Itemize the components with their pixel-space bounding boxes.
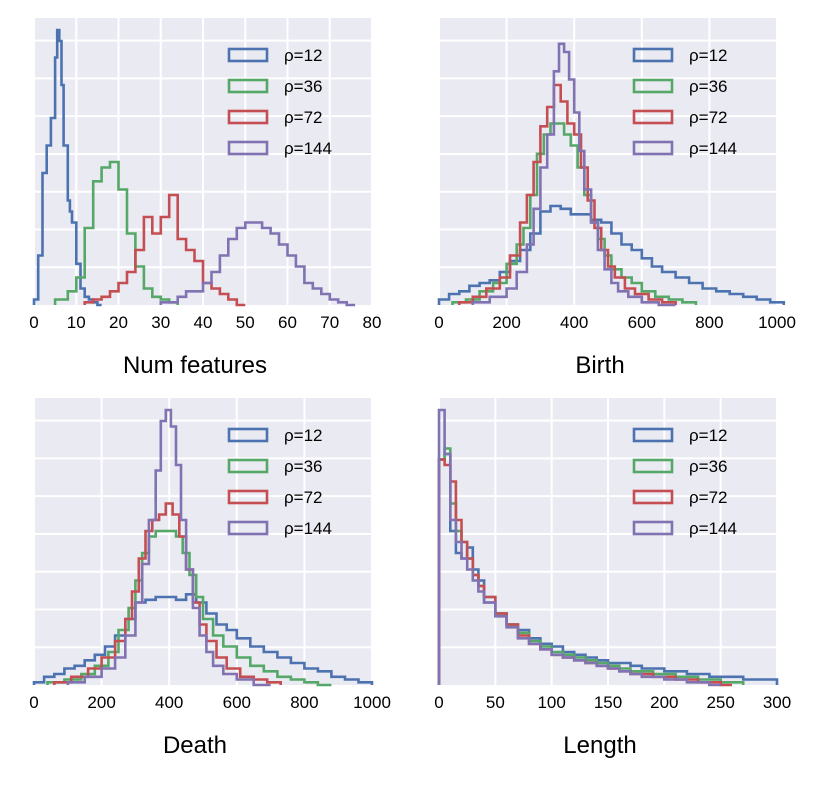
legend-label: ρ=36 bbox=[284, 457, 323, 476]
legend-swatch bbox=[227, 140, 269, 156]
panel-1: 0 10 20 30 40 50 60 70 80 Num features ρ=12 ρ=36 ρ=7… bbox=[29, 18, 381, 379]
legend-swatch bbox=[227, 78, 269, 94]
legend-label: ρ=12 bbox=[284, 426, 323, 445]
x-tick-label: 600 bbox=[223, 693, 251, 712]
x-tick-label: 100 bbox=[537, 693, 565, 712]
legend-swatch bbox=[632, 78, 674, 94]
x-tick-label: 70 bbox=[320, 313, 339, 332]
x-tick-label: 400 bbox=[560, 313, 588, 332]
x-axis-label: Length bbox=[563, 732, 636, 759]
x-tick-label: 0 bbox=[434, 313, 443, 332]
x-tick-label: 20 bbox=[109, 313, 128, 332]
legend-swatch bbox=[632, 47, 674, 63]
series-line-3 bbox=[53, 502, 282, 685]
legend-swatch bbox=[227, 109, 269, 125]
x-tick-label: 150 bbox=[594, 693, 622, 712]
legend: ρ=12 ρ=36 ρ=72 ρ=144 bbox=[632, 426, 737, 538]
x-axis-label: Death bbox=[163, 732, 227, 759]
series-line-1 bbox=[32, 28, 102, 307]
x-tick-label: 80 bbox=[363, 313, 382, 332]
series-line-4 bbox=[159, 221, 356, 307]
legend-label: ρ=12 bbox=[689, 46, 728, 65]
x-tick-label: 200 bbox=[87, 693, 115, 712]
legend-label: ρ=72 bbox=[689, 488, 728, 507]
x-tick-label: 800 bbox=[695, 313, 723, 332]
x-axis-label: Birth bbox=[575, 352, 624, 379]
legend-label: ρ=72 bbox=[689, 108, 728, 127]
series-line-2 bbox=[451, 122, 698, 305]
x-tick-label: 250 bbox=[706, 693, 734, 712]
legend-label: ρ=36 bbox=[689, 457, 728, 476]
x-tick-label: 800 bbox=[290, 693, 318, 712]
x-tick-label: 200 bbox=[650, 693, 678, 712]
legend-swatch bbox=[227, 427, 269, 443]
x-tick-label: 1000 bbox=[758, 313, 796, 332]
legend-swatch bbox=[227, 47, 269, 63]
series-line-4 bbox=[437, 408, 721, 687]
x-tick-label: 600 bbox=[628, 313, 656, 332]
legend-swatch bbox=[632, 140, 674, 156]
x-tick-label: 60 bbox=[278, 313, 297, 332]
legend-label: ρ=144 bbox=[284, 139, 332, 158]
panel-4: 0 50 100 150 200 250 300 Length ρ=12 ρ=36 ρ=72 ρ=14… bbox=[434, 398, 791, 759]
x-tick-label: 300 bbox=[763, 693, 791, 712]
legend-label: ρ=12 bbox=[689, 426, 728, 445]
legend-swatch bbox=[227, 458, 269, 474]
x-tick-label: 1000 bbox=[353, 693, 391, 712]
series-line-4 bbox=[66, 408, 271, 687]
legend: ρ=12 ρ=36 ρ=72 ρ=144 bbox=[227, 426, 332, 538]
x-tick-label: 0 bbox=[29, 693, 38, 712]
series-line-1 bbox=[32, 593, 374, 685]
legend: ρ=12 ρ=36 ρ=72 ρ=144 bbox=[227, 46, 332, 158]
legend-swatch bbox=[632, 520, 674, 536]
x-tick-label: 0 bbox=[29, 313, 38, 332]
x-tick-label: 400 bbox=[155, 693, 183, 712]
x-tick-label: 50 bbox=[486, 693, 505, 712]
series-line-2 bbox=[53, 160, 179, 305]
legend-label: ρ=72 bbox=[284, 108, 323, 127]
legend-swatch bbox=[227, 520, 269, 536]
legend-label: ρ=36 bbox=[689, 77, 728, 96]
legend-swatch bbox=[227, 489, 269, 505]
series-line-1 bbox=[437, 204, 786, 305]
legend-swatch bbox=[632, 427, 674, 443]
x-tick-label: 200 bbox=[492, 313, 520, 332]
plot-background bbox=[34, 398, 372, 685]
legend-label: ρ=144 bbox=[284, 519, 332, 538]
x-tick-label: 50 bbox=[236, 313, 255, 332]
legend-label: ρ=12 bbox=[284, 46, 323, 65]
series-line-3 bbox=[458, 83, 677, 305]
legend-label: ρ=144 bbox=[689, 139, 737, 158]
series-line-4 bbox=[471, 42, 676, 307]
legend-swatch bbox=[632, 109, 674, 125]
panel-2: 0 200 400 600 800 1000 Birth ρ=12 ρ=36 ρ=72 ρ=144 bbox=[434, 18, 796, 379]
legend-swatch bbox=[632, 489, 674, 505]
x-tick-label: 30 bbox=[151, 313, 170, 332]
x-axis-label: Num features bbox=[123, 352, 267, 379]
panel-3: 0 200 400 600 800 1000 Death ρ=12 ρ=36 ρ=72 ρ=144 bbox=[29, 398, 391, 759]
x-tick-label: 40 bbox=[194, 313, 213, 332]
series-line-3 bbox=[83, 193, 246, 307]
x-tick-label: 10 bbox=[67, 313, 86, 332]
legend-swatch bbox=[632, 458, 674, 474]
legend-label: ρ=36 bbox=[284, 77, 323, 96]
legend: ρ=12 ρ=36 ρ=72 ρ=144 bbox=[632, 46, 737, 158]
legend-label: ρ=72 bbox=[284, 488, 323, 507]
legend-label: ρ=144 bbox=[689, 519, 737, 538]
x-tick-label: 0 bbox=[434, 693, 443, 712]
